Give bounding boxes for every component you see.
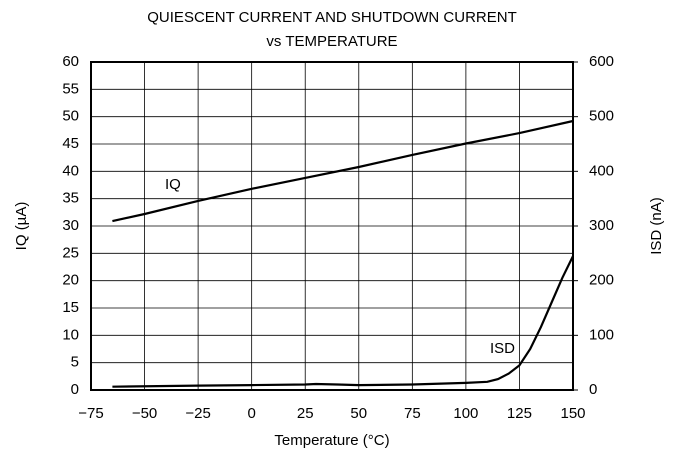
y-tick-label: 0 [71, 381, 79, 398]
x-axis-label: Temperature (°C) [274, 432, 389, 449]
series-label: ISD [490, 340, 515, 357]
y2-tick-label: 500 [589, 108, 614, 125]
x-tick-label: 100 [453, 405, 478, 422]
y2-tick-label: 200 [589, 272, 614, 289]
y2-tick-label: 400 [589, 162, 614, 179]
y-tick-label: 50 [62, 108, 79, 125]
y2-tick-label: 0 [589, 381, 597, 398]
x-tick-label: 75 [404, 405, 421, 422]
chart-title: QUIESCENT CURRENT AND SHUTDOWN CURRENT [147, 9, 516, 26]
x-tick-label: −50 [132, 405, 157, 422]
series-line [112, 255, 574, 388]
y-tick-label: 10 [62, 326, 79, 343]
y-tick-label: 30 [62, 217, 79, 234]
x-tick-label: −75 [78, 405, 103, 422]
x-tick-label: −25 [185, 405, 210, 422]
chart-subtitle: vs TEMPERATURE [266, 33, 397, 50]
y2-tick-label: 600 [589, 53, 614, 70]
x-tick-label: 125 [507, 405, 532, 422]
y-axis-label: IQ (µA) [13, 202, 30, 251]
y-tick-label: 60 [62, 53, 79, 70]
x-tick-label: 0 [247, 405, 255, 422]
y-tick-label: 55 [62, 80, 79, 97]
y2-tick-label: 100 [589, 326, 614, 343]
series-line [112, 119, 574, 223]
y-tick-label: 15 [62, 299, 79, 316]
y2-tick-label: 300 [589, 217, 614, 234]
x-tick-label: 50 [350, 405, 367, 422]
y-tick-label: 5 [71, 354, 79, 371]
series-label: IQ [165, 176, 181, 193]
y-tick-label: 35 [62, 190, 79, 207]
y-tick-label: 45 [62, 135, 79, 152]
y-tick-label: 25 [62, 244, 79, 261]
x-tick-label: 150 [560, 405, 585, 422]
y-tick-label: 20 [62, 272, 79, 289]
plot-frame [90, 61, 574, 391]
y-tick-label: 40 [62, 162, 79, 179]
y2-axis-label: ISD (nA) [648, 197, 665, 255]
x-tick-label: 25 [297, 405, 314, 422]
